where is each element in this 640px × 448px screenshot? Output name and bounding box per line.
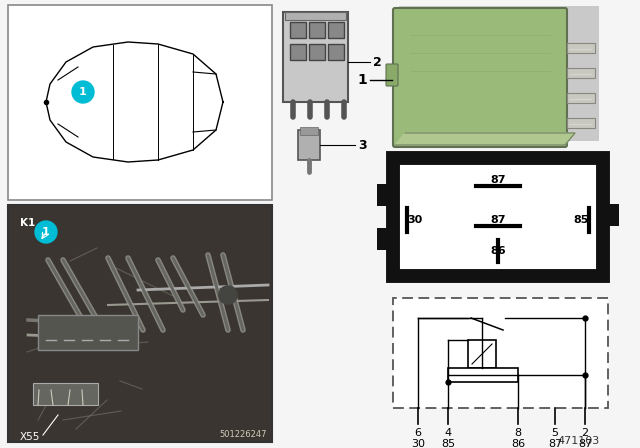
FancyBboxPatch shape bbox=[603, 204, 619, 226]
Text: K1: K1 bbox=[20, 218, 35, 228]
Text: 5: 5 bbox=[552, 428, 559, 438]
Text: 30: 30 bbox=[408, 215, 422, 225]
Text: 4: 4 bbox=[444, 428, 452, 438]
Text: 87: 87 bbox=[578, 439, 592, 448]
Text: 85: 85 bbox=[441, 439, 455, 448]
Text: 87: 87 bbox=[490, 215, 506, 225]
Circle shape bbox=[35, 221, 57, 243]
Text: 1: 1 bbox=[42, 227, 50, 237]
FancyBboxPatch shape bbox=[309, 44, 325, 60]
FancyBboxPatch shape bbox=[468, 340, 496, 368]
Text: 86: 86 bbox=[490, 246, 506, 256]
FancyBboxPatch shape bbox=[9, 206, 271, 441]
Polygon shape bbox=[46, 42, 223, 162]
FancyBboxPatch shape bbox=[567, 93, 595, 103]
Text: 1: 1 bbox=[357, 73, 367, 87]
FancyBboxPatch shape bbox=[290, 44, 306, 60]
Text: 2: 2 bbox=[581, 428, 589, 438]
Text: 87: 87 bbox=[490, 175, 506, 185]
FancyBboxPatch shape bbox=[377, 228, 393, 250]
Text: X55: X55 bbox=[20, 432, 40, 442]
Text: 85: 85 bbox=[573, 215, 589, 225]
FancyBboxPatch shape bbox=[300, 127, 318, 135]
FancyBboxPatch shape bbox=[8, 5, 272, 200]
FancyBboxPatch shape bbox=[298, 130, 320, 160]
FancyBboxPatch shape bbox=[399, 6, 599, 141]
Text: 501226247: 501226247 bbox=[220, 430, 267, 439]
Text: 3: 3 bbox=[358, 138, 367, 151]
Text: 8: 8 bbox=[515, 428, 522, 438]
FancyBboxPatch shape bbox=[328, 44, 344, 60]
Circle shape bbox=[72, 81, 94, 103]
FancyBboxPatch shape bbox=[567, 118, 595, 128]
FancyBboxPatch shape bbox=[567, 68, 595, 78]
FancyBboxPatch shape bbox=[38, 315, 138, 350]
FancyBboxPatch shape bbox=[393, 8, 567, 147]
FancyBboxPatch shape bbox=[567, 43, 595, 53]
FancyBboxPatch shape bbox=[8, 205, 272, 442]
FancyBboxPatch shape bbox=[283, 12, 348, 102]
FancyBboxPatch shape bbox=[290, 22, 306, 38]
Text: 1: 1 bbox=[79, 87, 87, 97]
Polygon shape bbox=[395, 133, 575, 145]
Text: 2: 2 bbox=[373, 56, 381, 69]
Text: 86: 86 bbox=[511, 439, 525, 448]
FancyBboxPatch shape bbox=[393, 158, 603, 276]
Bar bbox=[393, 298, 608, 408]
FancyBboxPatch shape bbox=[285, 12, 346, 20]
Text: 30: 30 bbox=[411, 439, 425, 448]
FancyBboxPatch shape bbox=[377, 184, 393, 206]
FancyBboxPatch shape bbox=[386, 64, 398, 86]
Text: 87: 87 bbox=[548, 439, 562, 448]
FancyBboxPatch shape bbox=[309, 22, 325, 38]
Text: 471103: 471103 bbox=[557, 436, 600, 446]
FancyBboxPatch shape bbox=[33, 383, 98, 405]
Circle shape bbox=[219, 286, 237, 304]
FancyBboxPatch shape bbox=[448, 368, 518, 382]
FancyBboxPatch shape bbox=[328, 22, 344, 38]
Text: 6: 6 bbox=[415, 428, 422, 438]
